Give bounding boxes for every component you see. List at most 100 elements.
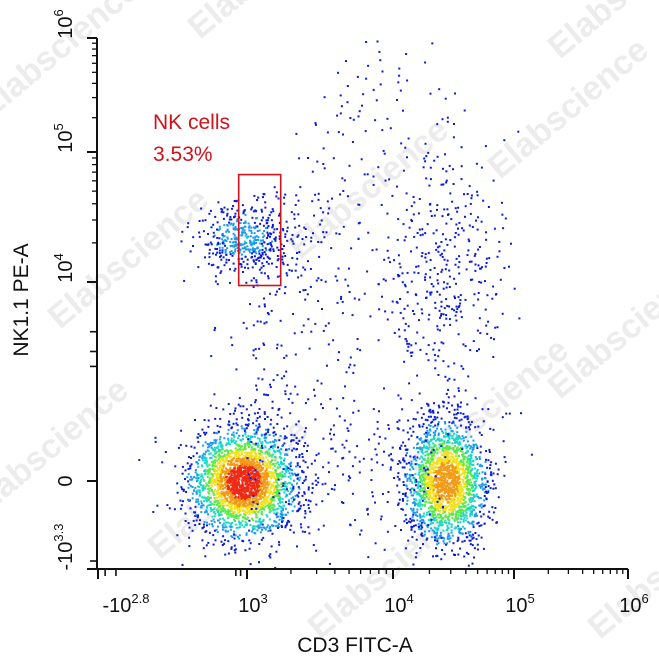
event-dot xyxy=(200,505,203,507)
event-dot xyxy=(475,485,478,488)
event-dot xyxy=(443,473,446,475)
event-dot xyxy=(458,485,461,488)
event-dot xyxy=(238,520,240,523)
event-dot xyxy=(454,438,457,441)
event-dot xyxy=(314,473,317,476)
event-dot xyxy=(254,248,256,251)
event-dot xyxy=(220,458,223,461)
event-dot xyxy=(458,508,461,511)
event-dot xyxy=(251,510,254,513)
event-dot xyxy=(456,449,458,452)
event-dot xyxy=(193,476,196,478)
event-dot xyxy=(245,522,248,525)
event-dot xyxy=(284,435,287,438)
event-dot xyxy=(219,466,221,469)
event-dot xyxy=(240,488,243,491)
event-dot xyxy=(246,463,249,466)
event-dot xyxy=(488,517,491,519)
event-dot xyxy=(443,553,446,556)
event-dot xyxy=(455,505,458,508)
event-dot xyxy=(219,517,222,520)
event-dot xyxy=(410,507,412,510)
event-dot xyxy=(426,459,429,462)
event-dot xyxy=(214,481,217,484)
event-dot xyxy=(405,503,408,505)
event-dot xyxy=(243,446,246,449)
event-dot xyxy=(245,490,248,493)
event-dot xyxy=(342,502,345,504)
event-dot xyxy=(205,460,208,463)
event-dot xyxy=(420,524,423,527)
event-dot xyxy=(244,462,247,465)
event-dot xyxy=(454,526,457,529)
event-dot xyxy=(234,455,237,458)
event-dot xyxy=(449,484,452,487)
event-dot xyxy=(294,472,296,475)
event-dot xyxy=(425,445,428,448)
event-dot xyxy=(216,492,219,495)
event-dot xyxy=(263,230,266,232)
event-dot xyxy=(467,506,470,509)
event-dot xyxy=(232,496,235,499)
event-dot xyxy=(268,257,271,260)
event-dot xyxy=(419,524,422,527)
event-dot xyxy=(397,502,400,505)
event-dot xyxy=(434,444,437,447)
event-dot xyxy=(475,512,478,515)
event-dot xyxy=(245,236,248,238)
event-dot xyxy=(237,515,240,517)
event-dot xyxy=(247,464,249,467)
event-dot xyxy=(431,497,433,499)
event-dot xyxy=(472,524,475,527)
event-dot xyxy=(284,475,287,478)
event-dot xyxy=(259,249,262,252)
event-dot xyxy=(219,507,222,510)
event-dot xyxy=(428,465,431,468)
event-dot xyxy=(432,460,435,463)
event-dot xyxy=(446,454,449,457)
event-dot xyxy=(255,471,258,474)
event-dot xyxy=(254,450,257,453)
event-dot xyxy=(419,470,422,473)
event-dot xyxy=(206,524,208,527)
event-dot xyxy=(192,245,194,247)
event-dot xyxy=(427,507,430,510)
event-dot xyxy=(431,476,434,479)
event-dot xyxy=(247,443,250,446)
event-dot xyxy=(257,511,260,514)
event-dot xyxy=(409,427,412,430)
event-dot xyxy=(465,451,468,454)
event-dot xyxy=(444,486,447,489)
event-dot xyxy=(221,471,224,474)
event-dot xyxy=(238,445,241,448)
event-dot xyxy=(253,432,256,435)
event-dot xyxy=(416,493,419,496)
event-dot xyxy=(420,466,423,469)
event-dot xyxy=(242,271,244,273)
event-dot xyxy=(258,479,261,482)
event-dot xyxy=(243,476,246,479)
event-dot xyxy=(436,540,439,543)
event-dot xyxy=(222,456,225,459)
event-dot xyxy=(457,490,460,493)
event-dot xyxy=(245,436,248,439)
event-dot xyxy=(214,463,217,466)
event-dot xyxy=(443,458,446,461)
event-dot xyxy=(219,469,222,472)
event-dot xyxy=(391,459,394,462)
event-dot xyxy=(217,509,220,512)
event-dot xyxy=(465,551,468,554)
event-dot xyxy=(427,496,430,499)
event-dot xyxy=(214,512,217,515)
event-dot xyxy=(229,460,232,463)
event-dot xyxy=(303,492,306,495)
event-dot xyxy=(409,521,412,524)
event-dot xyxy=(255,252,258,255)
event-dot xyxy=(227,428,230,431)
event-dot xyxy=(457,502,460,505)
event-dot xyxy=(238,483,241,486)
event-dot xyxy=(259,464,262,467)
event-dot xyxy=(266,515,269,518)
event-dot xyxy=(263,476,266,479)
event-dot xyxy=(460,467,463,470)
